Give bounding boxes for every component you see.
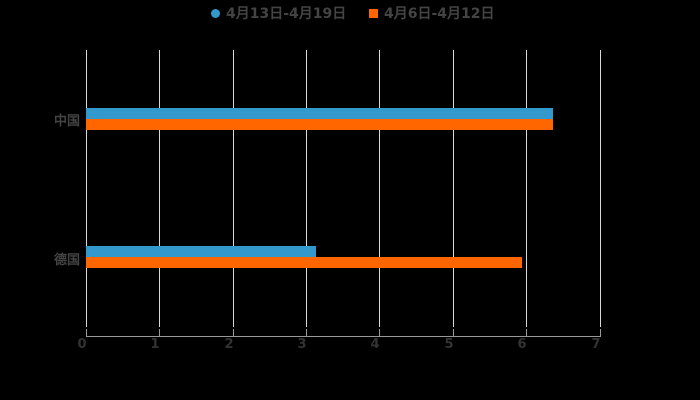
legend-item-series-1[interactable]: 4月13日-4月19日 [211, 3, 346, 23]
x-tick [306, 329, 307, 337]
gridline [306, 50, 307, 327]
x-tick [453, 329, 454, 337]
x-tick [233, 329, 234, 337]
x-tick [159, 329, 160, 337]
gridline [159, 50, 160, 327]
x-tick-label: 0 [77, 337, 87, 352]
bar-germany-series-2[interactable] [86, 257, 522, 268]
bar-china-series-2[interactable] [86, 119, 553, 130]
y-category-label-china: 中国 [53, 114, 80, 129]
gridline [453, 50, 454, 327]
y-category-label-germany: 德国 [53, 253, 80, 268]
x-tick-label: 4 [370, 337, 380, 352]
legend-item-series-2[interactable]: 4月6日-4月12日 [369, 3, 495, 23]
x-tick-label: 7 [591, 337, 601, 352]
gridline [233, 50, 234, 327]
chart-legend: 4月13日-4月19日 4月6日-4月12日 [0, 3, 700, 23]
x-tick [526, 329, 527, 337]
x-axis-line [86, 336, 601, 337]
legend-label: 4月13日-4月19日 [226, 6, 347, 22]
bar-germany-series-1[interactable] [86, 246, 316, 257]
gridline [86, 50, 87, 327]
legend-label: 4月6日-4月12日 [384, 6, 495, 22]
gridline [526, 50, 527, 327]
gridline [379, 50, 380, 327]
x-tick [379, 329, 380, 337]
x-tick-label: 5 [444, 337, 454, 352]
x-tick-label: 1 [150, 337, 160, 352]
gridline [600, 50, 601, 327]
x-tick [600, 329, 601, 337]
x-tick-label: 3 [297, 337, 307, 352]
bar-china-series-1[interactable] [86, 108, 553, 119]
x-tick [86, 329, 87, 337]
legend-circle-marker-icon [211, 8, 220, 18]
legend-square-marker-icon [369, 8, 378, 18]
x-tick-label: 6 [517, 337, 527, 352]
x-tick-label: 2 [224, 337, 234, 352]
